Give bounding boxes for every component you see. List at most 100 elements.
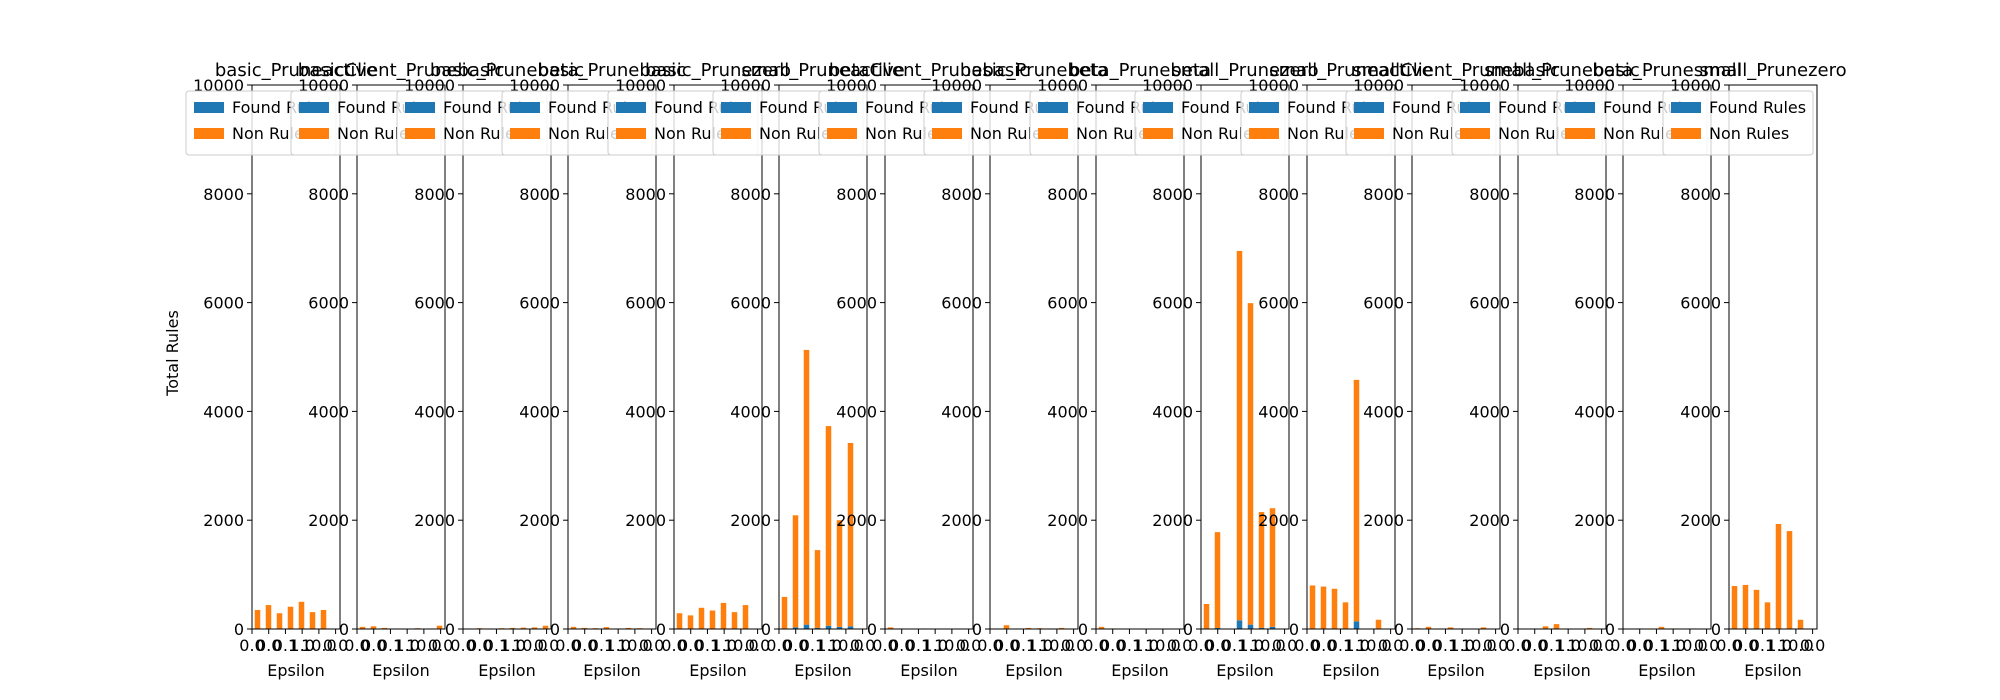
x-tick-label: 0.0 bbox=[534, 636, 559, 655]
x-tick-label: 1.0 bbox=[1027, 636, 1052, 655]
x-tick-label: 0.1 bbox=[589, 636, 614, 655]
y-tick-label: 8000 bbox=[625, 185, 666, 204]
y-tick-label: 4000 bbox=[1680, 402, 1721, 421]
legend-swatch-found bbox=[1038, 102, 1068, 113]
bar-non-rules bbox=[1025, 627, 1032, 629]
bar-non-rules bbox=[781, 596, 788, 629]
bar-non-rules bbox=[1731, 586, 1738, 629]
y-tick-label: 10000 bbox=[826, 76, 877, 95]
bar-non-rules bbox=[1447, 627, 1454, 629]
bar-non-rules bbox=[825, 426, 832, 626]
y-tick-label: 10000 bbox=[1564, 76, 1615, 95]
x-tick-label: 0.0 bbox=[361, 636, 386, 655]
bar-non-rules bbox=[1269, 508, 1276, 627]
legend-swatch-non bbox=[1460, 128, 1490, 139]
bar-non-rules bbox=[320, 609, 327, 629]
x-tick-label: 0.0 bbox=[1100, 636, 1125, 655]
y-tick-label: 8000 bbox=[730, 185, 771, 204]
x-axis-label: Epsilon bbox=[900, 661, 957, 680]
y-tick-label: 0 bbox=[761, 620, 771, 639]
bar-found-rules bbox=[792, 627, 799, 629]
legend-swatch-non bbox=[1354, 128, 1384, 139]
y-tick-label: 8000 bbox=[1574, 185, 1615, 204]
y-tick-label: 2000 bbox=[1574, 511, 1615, 530]
x-tick-label: 1.0 bbox=[1555, 636, 1580, 655]
subplot-title: basicClient_Prunebasic bbox=[298, 60, 504, 81]
x-tick-label: 10.0 bbox=[617, 636, 653, 655]
x-tick-label: 10.0 bbox=[1250, 636, 1286, 655]
bar-non-rules bbox=[287, 606, 294, 629]
y-tick-label: 6000 bbox=[625, 294, 666, 313]
x-axis-label: Epsilon bbox=[1427, 661, 1484, 680]
x-tick-label: 0.0 bbox=[745, 636, 770, 655]
y-tick-label: 6000 bbox=[414, 294, 455, 313]
x-tick-label: 0.0 bbox=[1800, 636, 1825, 655]
x-tick-label: 1.0 bbox=[500, 636, 525, 655]
legend-swatch-found bbox=[827, 102, 857, 113]
y-tick-label: 6000 bbox=[1047, 294, 1088, 313]
bar-non-rules bbox=[720, 602, 727, 629]
subplot-title: beta_Prunebeta bbox=[1069, 60, 1211, 81]
x-tick-label: 0.1 bbox=[378, 636, 403, 655]
x-tick-label: 10.0 bbox=[1461, 636, 1497, 655]
y-tick-label: 2000 bbox=[1258, 511, 1299, 530]
bar-non-rules bbox=[1331, 588, 1338, 629]
y-tick-label: 4000 bbox=[1574, 402, 1615, 421]
bar-non-rules bbox=[570, 626, 577, 629]
subplot-title: smallClient_Prunebasic bbox=[1352, 60, 1560, 81]
bar-non-rules bbox=[887, 627, 894, 629]
bar-non-rules bbox=[298, 601, 305, 629]
x-tick-label: 0.1 bbox=[1222, 636, 1247, 655]
y-tick-label: 8000 bbox=[1363, 185, 1404, 204]
y-tick-label: 6000 bbox=[941, 294, 982, 313]
y-tick-label: 6000 bbox=[1363, 294, 1404, 313]
bar-non-rules bbox=[581, 627, 588, 629]
x-tick-label: 1.0 bbox=[1238, 636, 1263, 655]
x-tick-label: 1.0 bbox=[605, 636, 630, 655]
x-tick-label: 0.0 bbox=[1627, 636, 1652, 655]
y-tick-label: 2000 bbox=[1363, 511, 1404, 530]
x-axis-label: Epsilon bbox=[267, 661, 324, 680]
y-tick-label: 4000 bbox=[625, 402, 666, 421]
x-tick-label: 0.0 bbox=[783, 636, 808, 655]
x-tick-label: 0.0 bbox=[256, 636, 281, 655]
legend-swatch-found bbox=[1460, 102, 1490, 113]
bar-found-rules bbox=[803, 624, 810, 629]
bar-non-rules bbox=[676, 613, 683, 629]
legend-swatch-non bbox=[1249, 128, 1279, 139]
bar-non-rules bbox=[1797, 619, 1804, 629]
x-tick-label: 0.0 bbox=[323, 636, 348, 655]
y-tick-label: 6000 bbox=[836, 294, 877, 313]
y-tick-label: 8000 bbox=[1680, 185, 1721, 204]
axes-frame bbox=[462, 84, 552, 630]
x-tick-label: 10.0 bbox=[723, 636, 759, 655]
bar-non-rules bbox=[1003, 625, 1010, 629]
x-tick-label: 0.0 bbox=[994, 636, 1019, 655]
bar-non-rules bbox=[1553, 624, 1560, 629]
y-tick-label: 6000 bbox=[1258, 294, 1299, 313]
legend-swatch-found bbox=[721, 102, 751, 113]
bar-non-rules bbox=[836, 520, 843, 627]
legend-label-non: Non Rules bbox=[1709, 124, 1789, 143]
x-tick-label: 0.0 bbox=[1483, 636, 1508, 655]
x-tick-label: 0.1 bbox=[1539, 636, 1564, 655]
bar-found-rules bbox=[825, 625, 832, 629]
x-tick-label: 0.0 bbox=[1399, 636, 1424, 655]
y-tick-label: 0 bbox=[1394, 620, 1404, 639]
axes-frame bbox=[778, 84, 868, 630]
y-tick-label: 10000 bbox=[509, 76, 560, 95]
y-tick-label: 8000 bbox=[1469, 185, 1510, 204]
y-tick-label: 8000 bbox=[203, 185, 244, 204]
y-tick-label: 8000 bbox=[414, 185, 455, 204]
x-tick-label: 10.0 bbox=[1567, 636, 1603, 655]
axes-frame bbox=[1411, 84, 1501, 630]
axes-frame bbox=[1517, 84, 1607, 630]
bar-found-rules bbox=[1214, 627, 1221, 629]
x-tick-label: 10.0 bbox=[512, 636, 548, 655]
subplot-15: 02000400060008000100000.00.00.11.010.00.… bbox=[1662, 60, 1847, 680]
y-tick-label: 6000 bbox=[1574, 294, 1615, 313]
legend-swatch-found bbox=[510, 102, 540, 113]
bar-non-rules bbox=[265, 605, 272, 629]
bar-non-rules bbox=[370, 626, 377, 629]
legend-label-found: Found Rules bbox=[1709, 98, 1806, 117]
